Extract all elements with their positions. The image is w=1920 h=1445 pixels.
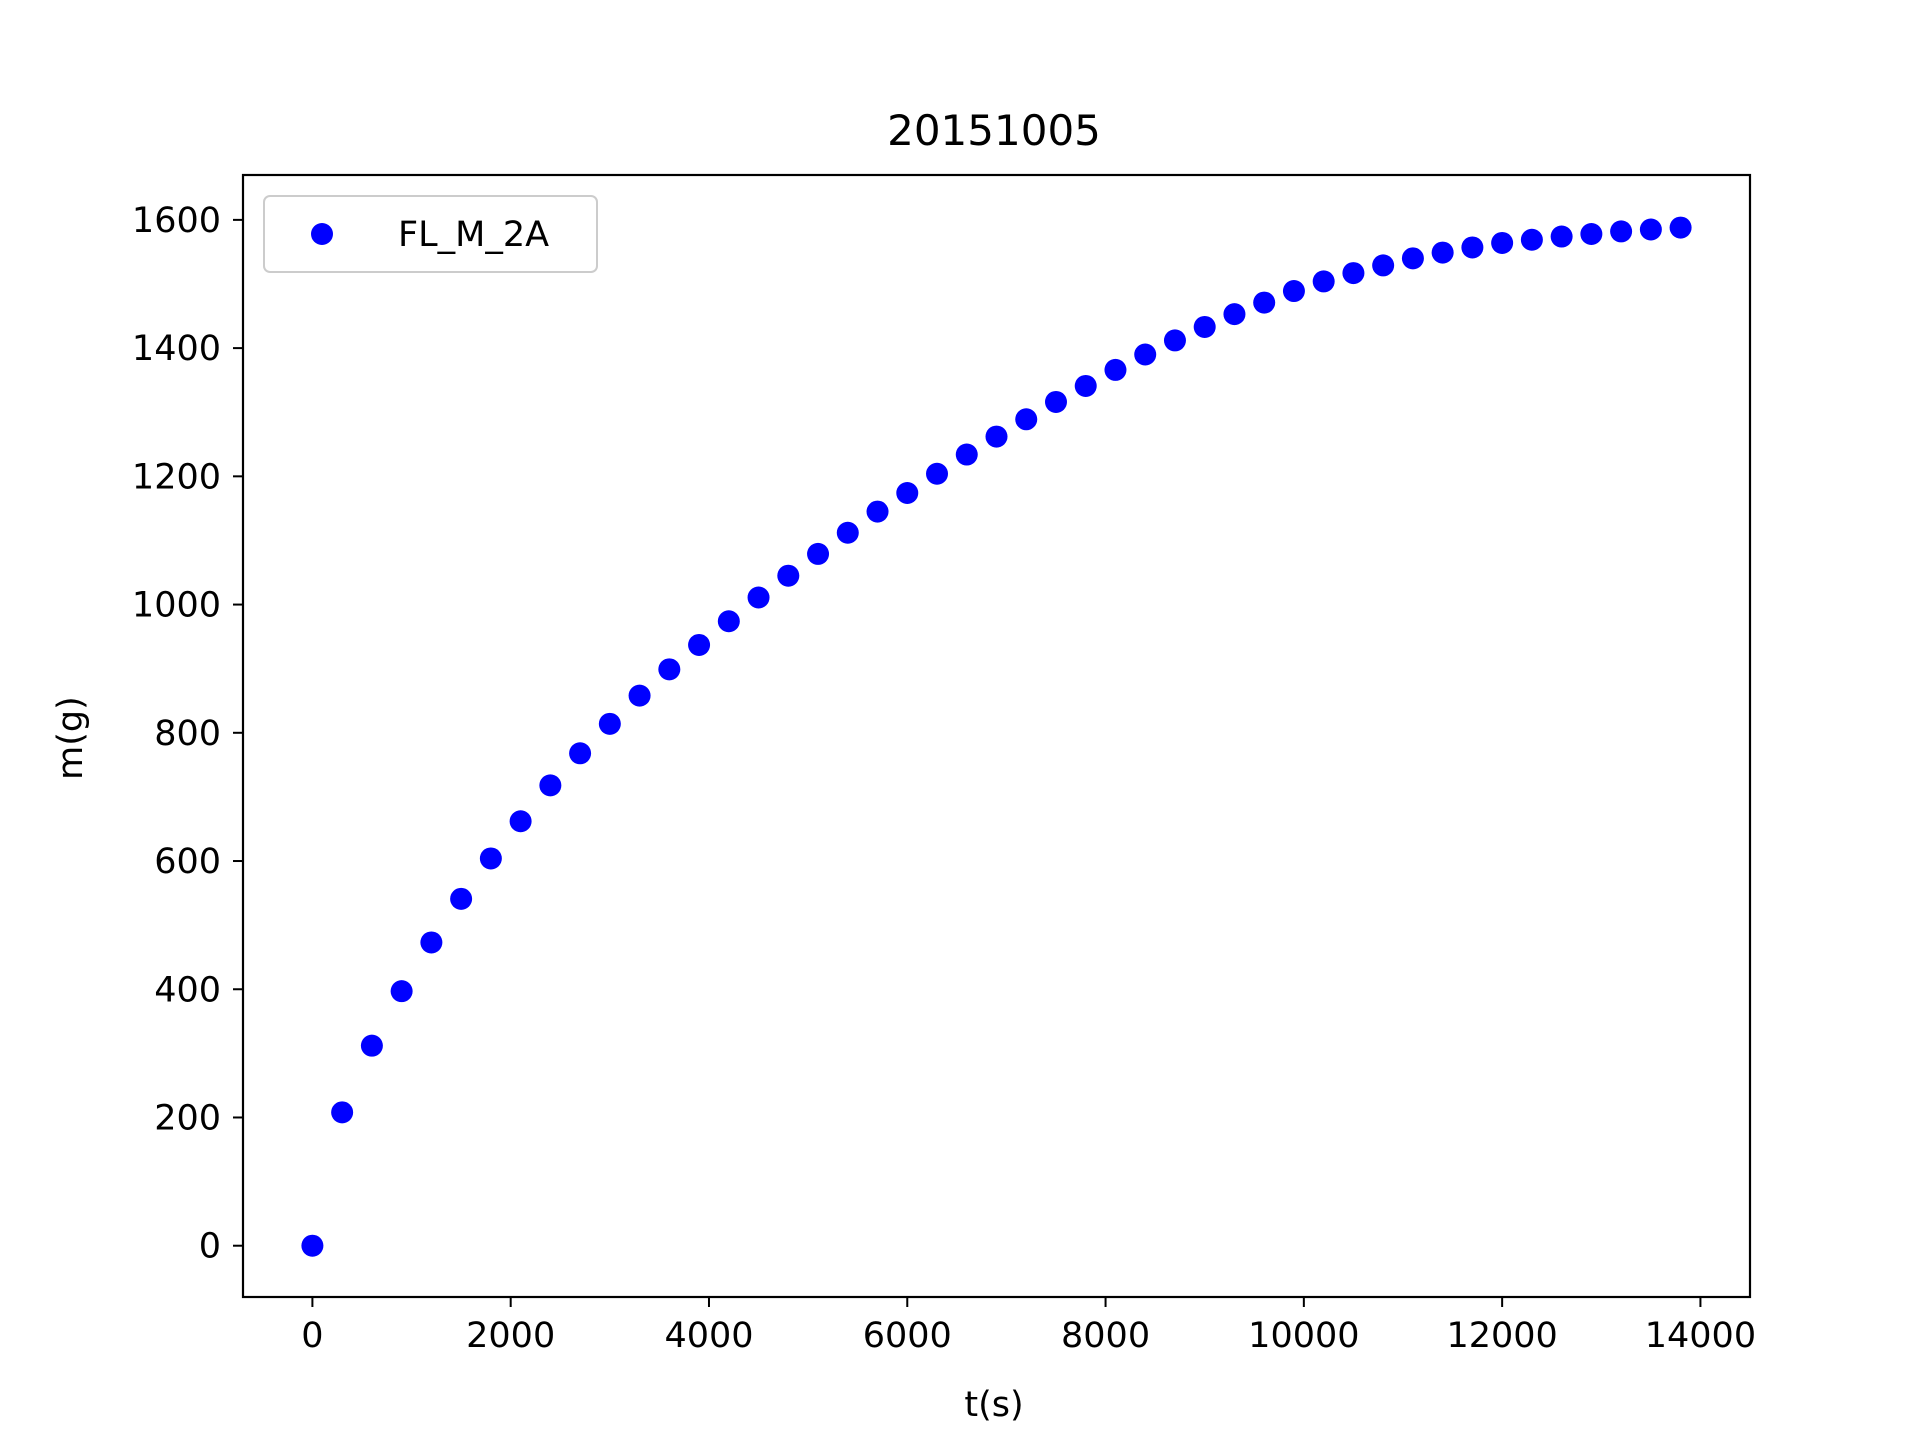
axes-frame [241, 173, 1752, 1299]
data-point [1312, 270, 1335, 293]
x-tick-label: 0 [301, 1316, 323, 1356]
data-point [1610, 220, 1633, 243]
data-point [1282, 280, 1305, 303]
data-point [628, 684, 651, 707]
data-point [1015, 408, 1038, 431]
data-point [807, 542, 830, 565]
data-point [301, 1234, 324, 1257]
data-point [955, 443, 978, 466]
data-point [1639, 218, 1662, 241]
y-tick-label: 600 [154, 842, 221, 882]
y-tick-label: 1600 [132, 201, 221, 241]
data-point [1491, 231, 1514, 254]
legend-label: FL_M_2A [398, 215, 549, 255]
data-point [1550, 225, 1573, 248]
y-tick-label: 200 [154, 1098, 221, 1138]
data-point [331, 1101, 354, 1124]
data-point [896, 482, 919, 505]
x-tick-label: 4000 [664, 1316, 753, 1356]
y-axis-label: m(g) [51, 696, 91, 780]
chart-title: 20151005 [887, 106, 1101, 155]
y-tick-label: 0 [199, 1227, 221, 1267]
y-tick-label: 1200 [132, 457, 221, 497]
plot-area: 0 2000 4000 6000 8000 10000 12000 14000 0 200 400 6… [132, 173, 1756, 1356]
data-point [658, 658, 681, 681]
y-tick-label: 800 [154, 714, 221, 754]
data-point [926, 462, 949, 485]
data-point [1520, 228, 1543, 251]
data-point [777, 564, 800, 587]
x-tick-label: 6000 [863, 1316, 952, 1356]
legend-box [263, 195, 598, 273]
data-point [1580, 222, 1603, 245]
data-point [717, 610, 740, 633]
data-point [1372, 254, 1395, 277]
y-tick-label: 400 [154, 970, 221, 1010]
y-tick-label: 1000 [132, 586, 221, 626]
data-point [1193, 315, 1216, 338]
data-point [1223, 303, 1246, 326]
data-point [539, 774, 562, 797]
x-tick-label: 10000 [1248, 1316, 1359, 1356]
data-point [836, 521, 859, 544]
data-point [1134, 343, 1157, 366]
data-point [1342, 262, 1365, 285]
data-point [1253, 291, 1276, 314]
data-point [569, 742, 592, 765]
y-tick-label: 1400 [132, 329, 221, 369]
data-point [598, 712, 621, 735]
data-point [1163, 329, 1186, 352]
data-point [1461, 236, 1484, 259]
data-point [390, 980, 413, 1003]
data-point [420, 931, 443, 954]
data-point [479, 847, 502, 870]
x-tick-label: 14000 [1645, 1316, 1756, 1356]
data-point [360, 1034, 383, 1057]
x-tick-label: 2000 [466, 1316, 555, 1356]
data-point [1431, 241, 1454, 264]
data-point [747, 586, 770, 609]
data-point [450, 887, 473, 910]
data-point [509, 810, 532, 833]
data-point [688, 633, 711, 656]
data-point [985, 425, 1008, 448]
data-point [866, 500, 889, 523]
data-point [1044, 390, 1067, 413]
data-point [1669, 216, 1692, 239]
x-tick-label: 8000 [1061, 1316, 1150, 1356]
data-point [1401, 247, 1424, 270]
x-axis-label: t(s) [964, 1385, 1023, 1425]
legend-marker [311, 223, 333, 245]
x-tick-label: 12000 [1446, 1316, 1557, 1356]
data-point [1074, 374, 1097, 397]
data-point [1104, 358, 1127, 381]
